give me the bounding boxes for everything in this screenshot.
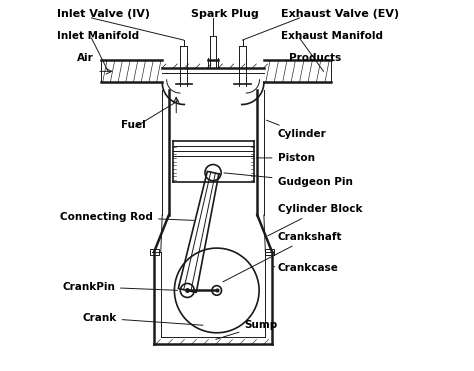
Text: Exhaust Valve (EV): Exhaust Valve (EV)	[281, 9, 399, 19]
Circle shape	[180, 283, 194, 298]
Circle shape	[212, 286, 221, 295]
Text: Spark Plug: Spark Plug	[191, 9, 259, 19]
Text: Crankshaft: Crankshaft	[223, 232, 342, 282]
Bar	[265, 249, 274, 255]
Bar	[150, 249, 159, 255]
Text: Cylinder: Cylinder	[266, 120, 326, 139]
Text: Air: Air	[77, 53, 93, 63]
Text: Crankcase: Crankcase	[272, 263, 338, 273]
Text: Sump: Sump	[216, 321, 278, 339]
Text: Fuel: Fuel	[121, 120, 146, 130]
Text: Cylinder Block: Cylinder Block	[268, 204, 362, 236]
Text: Crank: Crank	[82, 313, 203, 325]
Text: Products: Products	[289, 53, 341, 63]
Text: CrankPin: CrankPin	[62, 282, 178, 292]
Text: Piston: Piston	[256, 153, 315, 163]
Text: Inlet Valve (IV): Inlet Valve (IV)	[56, 9, 150, 19]
Text: Inlet Manifold: Inlet Manifold	[56, 32, 139, 42]
Text: Exhaust Manifold: Exhaust Manifold	[281, 32, 383, 42]
Text: Gudgeon Pin: Gudgeon Pin	[224, 173, 352, 187]
Text: Connecting Rod: Connecting Rod	[60, 212, 194, 222]
Circle shape	[205, 164, 221, 181]
